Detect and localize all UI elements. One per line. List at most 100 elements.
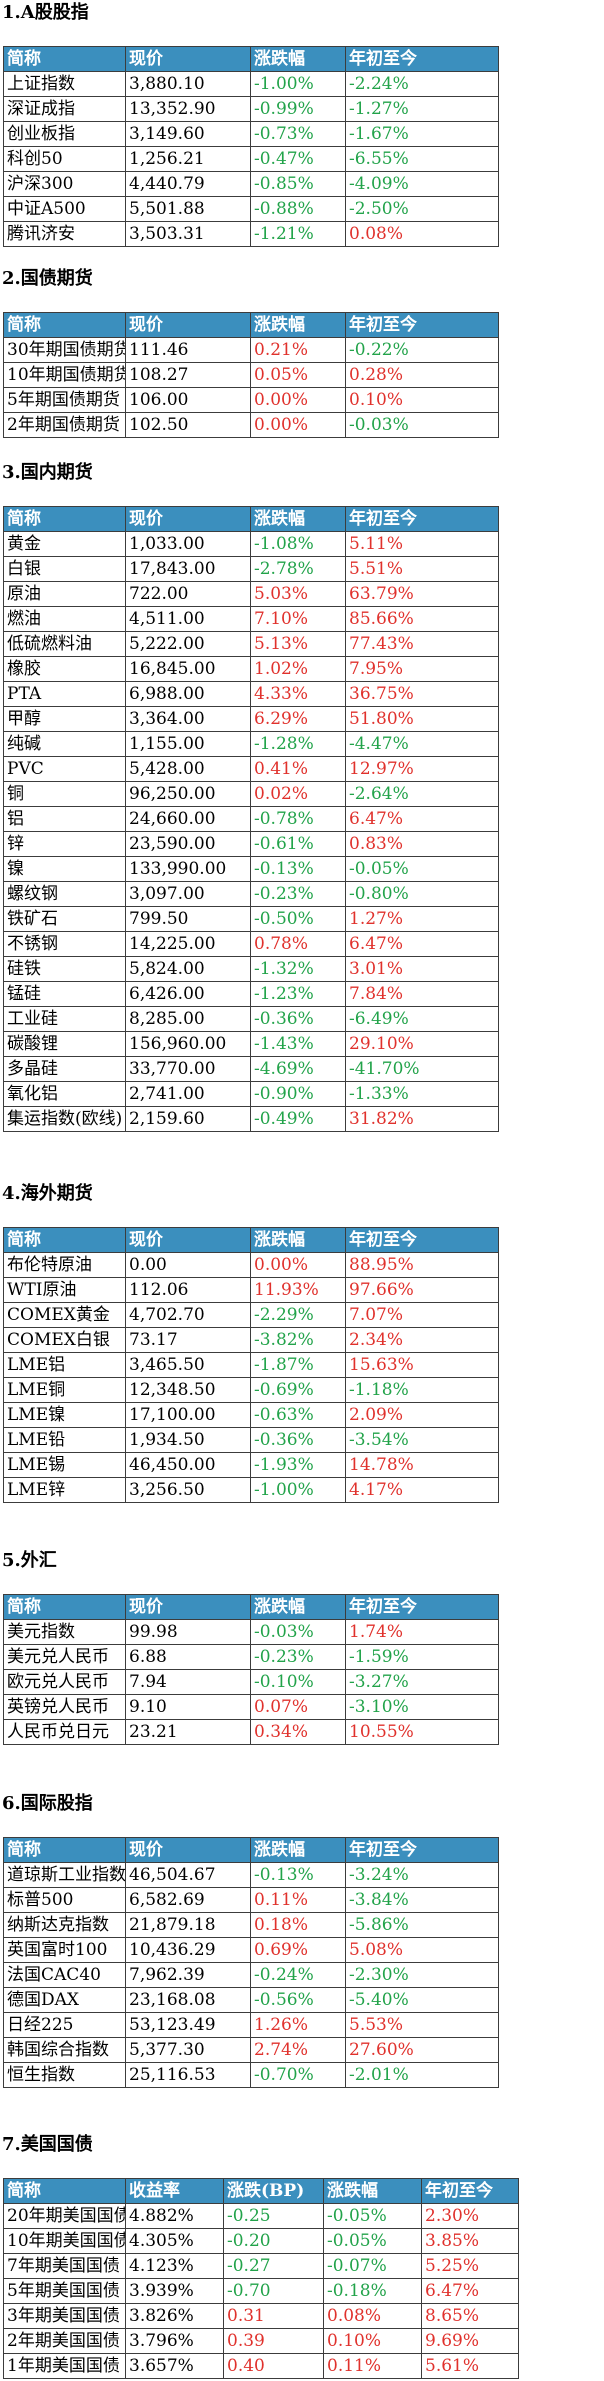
- table-row: COMEX黄金 4,702.70 -2.29% 7.07%: [3, 1302, 499, 1328]
- table-cell: 102.50: [125, 412, 251, 438]
- table-cell: 0.31: [223, 2303, 324, 2329]
- table-row: LME铝 3,465.50 -1.87% 15.63%: [3, 1352, 499, 1378]
- table-cell: 上证指数: [3, 71, 126, 97]
- table-cell: -0.47%: [250, 146, 346, 172]
- table-cell: 12,348.50: [125, 1377, 251, 1403]
- table-cell: 108.27: [125, 362, 251, 388]
- table-cell: -2.78%: [250, 556, 346, 582]
- table-cell: -1.43%: [250, 1031, 346, 1057]
- table-cell: 道琼斯工业指数: [3, 1862, 126, 1888]
- table-cell: 铝: [3, 806, 126, 832]
- table-cell: 4,511.00: [125, 606, 251, 632]
- table-cell: -0.13%: [250, 856, 346, 882]
- table-cell: -1.00%: [250, 1477, 346, 1503]
- table-cell: 77.43%: [345, 631, 499, 657]
- table-cell: 1.74%: [345, 1619, 499, 1645]
- table-cell: 31.82%: [345, 1106, 499, 1132]
- table-cell: 0.69%: [250, 1937, 346, 1963]
- table-cell: 6,426.00: [125, 981, 251, 1007]
- table-cell: 3,503.31: [125, 221, 251, 247]
- table-cell: 1.27%: [345, 906, 499, 932]
- column-header: 简称: [3, 1594, 126, 1620]
- table-cell: 15.63%: [345, 1352, 499, 1378]
- table-cell: -3.10%: [345, 1694, 499, 1720]
- table-cell: 13,352.90: [125, 96, 251, 122]
- table-row: 法国CAC40 7,962.39 -0.24% -2.30%: [3, 1962, 499, 1988]
- table-cell: 0.07%: [250, 1694, 346, 1720]
- table-cell: 4.123%: [125, 2253, 224, 2279]
- table-cell: 3.85%: [421, 2228, 519, 2254]
- column-header: 年初至今: [421, 2178, 519, 2204]
- table-cell: -0.05%: [323, 2203, 422, 2229]
- table-cell: 8,285.00: [125, 1006, 251, 1032]
- table-cell: 36.75%: [345, 681, 499, 707]
- table-cell: 12.97%: [345, 756, 499, 782]
- table-cell: 布伦特原油: [3, 1252, 126, 1278]
- column-header: 年初至今: [345, 312, 499, 338]
- table-cell: 3,097.00: [125, 881, 251, 907]
- table-row: 2年期国债期货 102.50 0.00% -0.03%: [3, 412, 499, 438]
- column-header: 简称: [3, 506, 126, 532]
- table-cell: -0.25: [223, 2203, 324, 2229]
- table-cell: 16,845.00: [125, 656, 251, 682]
- table-row: 20年期美国国债 4.882% -0.25 -0.05% 2.30%: [3, 2203, 519, 2229]
- table-cell: 73.17: [125, 1327, 251, 1353]
- column-header: 涨跌幅: [250, 1227, 346, 1253]
- table-cell: -0.56%: [250, 1987, 346, 2013]
- table-cell: -0.69%: [250, 1377, 346, 1403]
- table-row: 10年期国债期货 108.27 0.05% 0.28%: [3, 362, 499, 388]
- table-cell: 不锈钢: [3, 931, 126, 957]
- table-row: 铜 96,250.00 0.02% -2.64%: [3, 781, 499, 807]
- table-cell: -0.27: [223, 2253, 324, 2279]
- table-cell: 99.98: [125, 1619, 251, 1645]
- table-cell: 韩国综合指数: [3, 2037, 126, 2063]
- table-cell: -0.73%: [250, 121, 346, 147]
- table-cell: -0.23%: [250, 881, 346, 907]
- table-row: 集运指数(欧线) 2,159.60 -0.49% 31.82%: [3, 1106, 499, 1132]
- table-cell: 111.46: [125, 337, 251, 363]
- table-cell: 铜: [3, 781, 126, 807]
- table-cell: LME铅: [3, 1427, 126, 1453]
- table-cell: -4.69%: [250, 1056, 346, 1082]
- table-cell: -0.49%: [250, 1106, 346, 1132]
- table-cell: -2.50%: [345, 196, 499, 222]
- table-cell: 3.01%: [345, 956, 499, 982]
- table-header-row: 简称 现价 涨跌幅 年初至今: [3, 46, 499, 72]
- table-cell: 7,962.39: [125, 1962, 251, 1988]
- table-row: 不锈钢 14,225.00 0.78% 6.47%: [3, 931, 499, 957]
- table-cell: 6.47%: [345, 806, 499, 832]
- table-cell: 5.08%: [345, 1937, 499, 1963]
- table-cell: 5年期国债期货: [3, 387, 126, 413]
- table-header-row: 简称 收益率 涨跌(BP) 涨跌幅 年初至今: [3, 2178, 519, 2204]
- table-cell: 21,879.18: [125, 1912, 251, 1938]
- table-cell: 人民币兑日元: [3, 1719, 126, 1745]
- table-cell: 2.30%: [421, 2203, 519, 2229]
- table-row: 低硫燃料油 5,222.00 5.13% 77.43%: [3, 631, 499, 657]
- table-cell: 4.305%: [125, 2228, 224, 2254]
- table-cell: 23,168.08: [125, 1987, 251, 2013]
- table-row: 锰硅 6,426.00 -1.23% 7.84%: [3, 981, 499, 1007]
- table-cell: -2.64%: [345, 781, 499, 807]
- column-header: 涨跌幅: [250, 312, 346, 338]
- table-cell: 3.826%: [125, 2303, 224, 2329]
- column-header: 现价: [125, 1837, 251, 1863]
- table-cell: 中证A500: [3, 196, 126, 222]
- table-cell: 锰硅: [3, 981, 126, 1007]
- table-row: 5年期美国国债 3.939% -0.70 -0.18% 6.47%: [3, 2278, 519, 2304]
- table-cell: 5,428.00: [125, 756, 251, 782]
- table-cell: 3.939%: [125, 2278, 224, 2304]
- section-title: 2.国债期货: [2, 268, 93, 289]
- table-cell: 8.65%: [421, 2303, 519, 2329]
- table-cell: -0.36%: [250, 1427, 346, 1453]
- table-cell: 英镑兑人民币: [3, 1694, 126, 1720]
- data-table: 简称 现价 涨跌幅 年初至今 美元指数 99.98 -0.03% 1.74% 美元兑人民币 6.8…: [3, 1594, 499, 1745]
- table-cell: 0.05%: [250, 362, 346, 388]
- table-cell: 1,155.00: [125, 731, 251, 757]
- table-header-row: 简称 现价 涨跌幅 年初至今: [3, 312, 499, 338]
- table-cell: LME锡: [3, 1452, 126, 1478]
- table-cell: -4.47%: [345, 731, 499, 757]
- table-cell: 0.10%: [345, 387, 499, 413]
- table-cell: 24,660.00: [125, 806, 251, 832]
- table-cell: 硅铁: [3, 956, 126, 982]
- table-row: 螺纹钢 3,097.00 -0.23% -0.80%: [3, 881, 499, 907]
